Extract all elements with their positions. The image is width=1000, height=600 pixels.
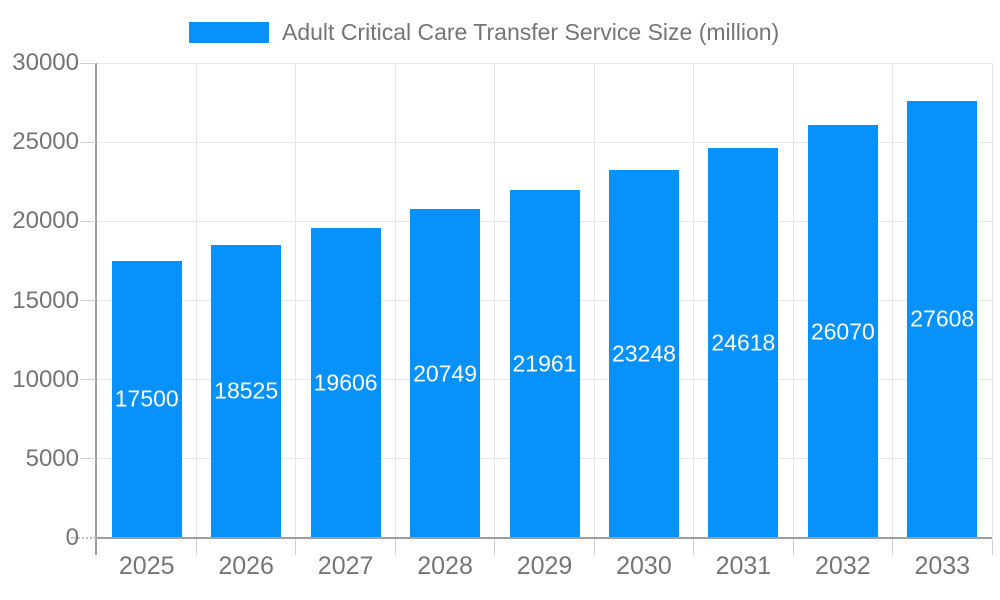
- x-axis-tick-3: [394, 539, 396, 555]
- gridline-v-3: [394, 63, 396, 538]
- x-axis-line: [95, 537, 992, 539]
- y-axis-tick-30000: [80, 62, 96, 64]
- bar-2028[interactable]: 20749: [410, 209, 481, 538]
- x-tick-label-2025: 2025: [118, 552, 175, 580]
- bar-value-label-2032: 26070: [810, 318, 875, 345]
- y-axis-tick-25000: [80, 141, 96, 143]
- gridline-v-1: [195, 63, 197, 538]
- x-tick-label-2032: 2032: [815, 552, 871, 580]
- x-axis-tick-6: [693, 539, 695, 555]
- x-tick-label-2028: 2028: [417, 552, 473, 580]
- bar-2025[interactable]: 17500: [111, 260, 182, 538]
- y-axis-tick-5000: [80, 458, 96, 460]
- x-axis-tick-4: [494, 539, 496, 555]
- bar-value-label-2027: 19606: [313, 369, 378, 396]
- bar-2030[interactable]: 23248: [608, 169, 679, 538]
- x-axis-tick-8: [892, 539, 894, 555]
- legend-series-label[interactable]: Adult Critical Care Transfer Service Siz…: [282, 19, 780, 45]
- y-axis-tick-0: [71, 537, 96, 539]
- bar-2033[interactable]: 27608: [907, 100, 978, 538]
- bar-value-label-2026: 18525: [214, 377, 279, 404]
- bar-value-label-2029: 21961: [512, 350, 577, 377]
- y-axis-line: [95, 63, 97, 555]
- y-tick-label-30000: 30000: [12, 49, 79, 76]
- bar-value-label-2025: 17500: [114, 385, 179, 412]
- gridline-v-9: [991, 63, 993, 538]
- y-tick-label-25000: 25000: [12, 128, 79, 156]
- y-axis-tick-20000: [80, 220, 96, 222]
- gridline-h-25000: [97, 141, 992, 143]
- bar-value-label-2028: 20749: [413, 360, 478, 387]
- x-tick-label-2033: 2033: [914, 552, 971, 580]
- gridline-v-2: [295, 63, 297, 538]
- y-axis-tick-10000: [80, 379, 96, 381]
- x-tick-label-2031: 2031: [715, 552, 772, 580]
- bar-2026[interactable]: 18525: [211, 244, 282, 538]
- bar-value-label-2030: 23248: [611, 340, 676, 367]
- x-axis-tick-7: [792, 539, 794, 555]
- gridline-v-7: [792, 63, 794, 538]
- x-tick-label-2026: 2026: [218, 552, 274, 580]
- gridline-v-4: [494, 63, 496, 538]
- bar-2031[interactable]: 24618: [708, 148, 779, 538]
- x-axis-tick-5: [593, 539, 595, 555]
- y-tick-label-20000: 20000: [12, 207, 79, 235]
- gridline-v-5: [593, 63, 595, 538]
- y-tick-label-5000: 5000: [25, 444, 79, 472]
- bar-value-label-2031: 24618: [711, 329, 776, 356]
- bar-2032[interactable]: 26070: [807, 125, 878, 538]
- plot-area: 17500 18525 19606 20749 21961 23248 24618 26070…: [97, 62, 993, 538]
- gridline-h-30000: [97, 62, 992, 64]
- y-tick-label-15000: 15000: [12, 286, 79, 314]
- gridline-v-6: [693, 63, 695, 538]
- y-tick-label-0: 0: [65, 524, 79, 551]
- y-tick-label-10000: 10000: [12, 365, 79, 393]
- bar-2027[interactable]: 19606: [310, 227, 381, 538]
- legend-swatch[interactable]: [189, 22, 269, 43]
- x-tick-label-2029: 2029: [516, 552, 573, 580]
- y-axis-tick-15000: [80, 300, 96, 301]
- x-tick-label-2027: 2027: [317, 552, 374, 580]
- x-tick-label-2030: 2030: [616, 552, 672, 580]
- gridline-v-8: [892, 63, 894, 538]
- bar-value-label-2033: 27608: [910, 305, 975, 332]
- x-axis-tick-1: [195, 539, 197, 555]
- x-axis-tick-2: [295, 539, 297, 555]
- bar-2029[interactable]: 21961: [509, 190, 580, 538]
- x-axis-tick-9: [991, 539, 993, 555]
